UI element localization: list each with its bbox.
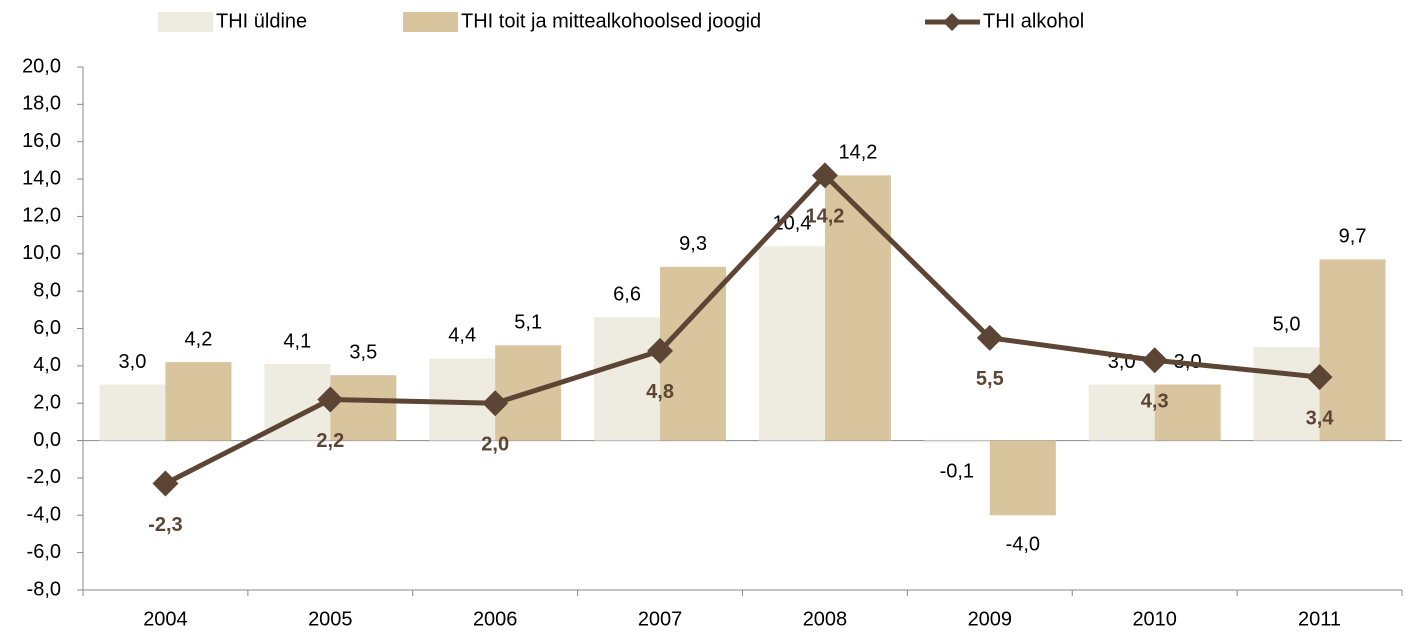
line-marker: [647, 337, 674, 364]
bar: [923, 440, 990, 443]
x-tick-label: 2008: [803, 608, 848, 630]
y-tick-label: -6,0: [27, 541, 61, 563]
line-marker: [1306, 364, 1333, 391]
x-tick-label: 2004: [143, 608, 188, 630]
bar: [758, 246, 825, 441]
line-value-label: -2,3: [148, 514, 182, 536]
y-tick-label: 16,0: [22, 130, 61, 152]
bar-value-label: 9,3: [679, 233, 707, 255]
bar-value-label: 4,2: [185, 328, 213, 350]
bar-value-label: 3,5: [349, 341, 377, 363]
y-tick-label: 10,0: [22, 242, 61, 264]
line-value-label: 14,2: [805, 206, 844, 228]
y-tick-label: 20,0: [22, 55, 61, 77]
bar-value-label: -0,1: [940, 461, 974, 483]
y-tick-label: 14,0: [22, 167, 61, 189]
x-tick-label: 2011: [1298, 608, 1341, 630]
line-marker: [482, 390, 509, 417]
y-tick-label: 4,0: [33, 354, 61, 376]
y-tick-label: 8,0: [33, 279, 61, 301]
bar: [330, 375, 397, 441]
bar: [1088, 384, 1155, 441]
line-value-label: 2,0: [481, 433, 509, 455]
line-marker: [976, 324, 1003, 351]
bar: [824, 175, 891, 441]
bar-value-label: -4,0: [1006, 534, 1040, 556]
y-tick-label: 2,0: [33, 391, 61, 413]
bar: [989, 440, 1056, 516]
bar-value-label: 5,1: [514, 312, 542, 334]
y-tick-label: -2,0: [27, 466, 61, 488]
line-value-label: 4,8: [646, 381, 674, 403]
legend-label: THI üldine: [216, 10, 307, 32]
bar-value-label: 6,6: [613, 284, 641, 306]
bar: [1154, 384, 1221, 441]
bar: [1253, 347, 1320, 441]
bar-value-label: 5,0: [1273, 313, 1301, 335]
bar: [165, 362, 232, 441]
line-marker: [317, 386, 344, 413]
legend-swatch: [403, 12, 458, 32]
line-value-label: 3,4: [1306, 407, 1335, 429]
y-tick-label: -8,0: [27, 578, 61, 600]
y-tick-label: 0,0: [33, 429, 61, 451]
y-tick-label: 6,0: [33, 317, 61, 339]
x-tick-label: 2009: [968, 608, 1013, 630]
x-tick-label: 2006: [473, 608, 518, 630]
legend-label: THI alkohol: [983, 10, 1084, 32]
line-value-label: 4,3: [1141, 391, 1169, 413]
bar-value-label: 9,7: [1339, 226, 1367, 248]
bar: [1319, 259, 1386, 441]
line-marker: [811, 162, 838, 189]
y-tick-label: 12,0: [22, 205, 61, 227]
x-tick-label: 2005: [308, 608, 353, 630]
line-value-label: 5,5: [976, 368, 1004, 390]
line-marker: [1141, 347, 1168, 374]
line-value-label: 2,2: [316, 430, 344, 452]
bar-value-label: 3,0: [119, 351, 147, 373]
bar-value-label: 4,1: [283, 330, 311, 352]
y-tick-label: -4,0: [27, 504, 61, 526]
legend-swatch: [158, 12, 213, 32]
bar: [99, 384, 166, 441]
x-tick-label: 2010: [1132, 608, 1177, 630]
bar-value-label: 14,2: [838, 142, 877, 164]
line-marker: [152, 470, 179, 497]
line: [164, 171, 1320, 486]
legend-label: THI toit ja mittealkohoolsed joogid: [461, 10, 761, 32]
x-tick-label: 2007: [638, 608, 683, 630]
y-tick-label: 18,0: [22, 93, 61, 115]
legend-marker: [943, 13, 961, 31]
bar-value-label: 4,4: [448, 325, 476, 347]
bar: [594, 317, 661, 441]
